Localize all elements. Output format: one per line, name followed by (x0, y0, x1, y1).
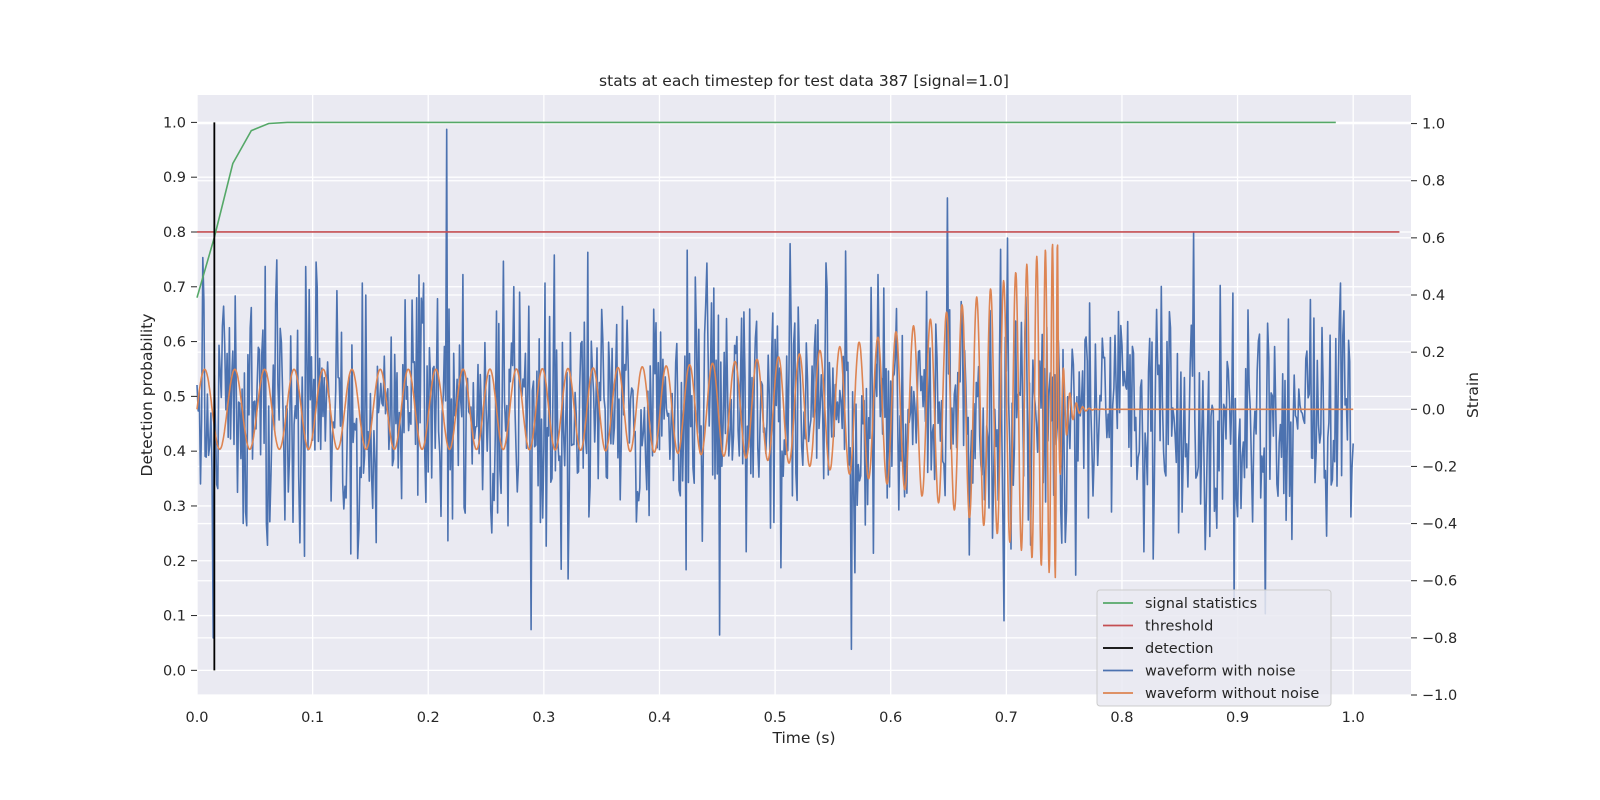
y-right-tick-label: −0.4 (1422, 517, 1457, 533)
series-lines (196, 121, 1400, 671)
x-tick-label: 0.2 (417, 710, 440, 726)
legend-label: waveform with noise (1145, 664, 1296, 680)
y-right-tick-label: −0.2 (1422, 459, 1457, 475)
y-right-tick-label: 0.8 (1422, 174, 1445, 190)
y-left-tick-label: 0.4 (163, 444, 186, 460)
series-signal-statistics (196, 121, 1336, 298)
y-right-tick-label: −1.0 (1422, 688, 1457, 704)
legend-label: waveform without noise (1145, 686, 1319, 702)
ticks: 0.0 0.1 0.2 0.3 0.4 0.5 0.6 0.7 0.8 0.9 1.0 0.0 0.1 0… (163, 115, 1457, 726)
x-tick-label: 0.5 (764, 710, 787, 726)
y-left-tick-label: 0.9 (163, 170, 186, 186)
x-tick-label: 0.9 (1226, 710, 1249, 726)
y-left-tick-label: 0.3 (163, 499, 186, 515)
legend-label: detection (1145, 641, 1213, 657)
y-right-tick-label: −0.8 (1422, 631, 1457, 647)
y-right-tick-label: 0.2 (1422, 345, 1445, 361)
x-axis-label: Time (s) (771, 729, 835, 747)
y-left-tick-label: 0.6 (163, 335, 186, 351)
x-tick-label: 0.0 (185, 710, 208, 726)
y-right-tick-label: −0.6 (1422, 574, 1457, 590)
y-right-tick-label: 0.6 (1422, 231, 1445, 247)
y-left-tick-label: 0.8 (163, 225, 186, 241)
x-tick-label: 0.6 (879, 710, 902, 726)
chart-title: stats at each timestep for test data 387… (599, 72, 1009, 90)
y-right-tick-label: 0.0 (1422, 402, 1445, 418)
y-left-tick-label: 0.1 (163, 609, 186, 625)
x-tick-label: 1.0 (1342, 710, 1365, 726)
y-axis-label-left: Detection probability (138, 314, 156, 477)
y-left-tick-label: 1.0 (163, 115, 186, 131)
x-tick-label: 0.3 (532, 710, 555, 726)
y-left-tick-label: 0.5 (163, 389, 186, 405)
legend-box (1096, 589, 1332, 707)
y-right-tick-label: 1.0 (1422, 117, 1445, 133)
legend-label: threshold (1145, 619, 1213, 635)
y-axis-label-right: Strain (1464, 372, 1482, 418)
legend-label: signal statistics (1145, 596, 1257, 612)
legend: signal statistics threshold detection wavef… (1096, 589, 1332, 707)
y-left-tick-label: 0.7 (163, 280, 186, 296)
x-tick-label: 0.8 (1110, 710, 1133, 726)
y-left-tick-label: 0.2 (163, 554, 186, 570)
x-tick-label: 0.4 (648, 710, 671, 726)
x-tick-label: 0.1 (301, 710, 324, 726)
y-left-tick-label: 0.0 (163, 663, 186, 679)
x-tick-label: 0.7 (995, 710, 1018, 726)
y-right-tick-label: 0.4 (1422, 288, 1445, 304)
series-waveform-without-noise (196, 243, 1354, 579)
